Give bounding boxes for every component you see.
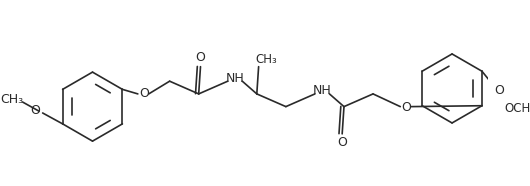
Text: NH: NH <box>226 72 244 85</box>
Text: O: O <box>402 101 412 114</box>
Text: CH₃: CH₃ <box>255 53 277 66</box>
Text: O: O <box>30 104 40 117</box>
Text: NH: NH <box>313 84 332 97</box>
Text: O: O <box>337 137 347 149</box>
Text: O: O <box>494 84 504 97</box>
Text: O: O <box>139 87 149 100</box>
Text: CH₃: CH₃ <box>0 93 23 106</box>
Text: OCH₃: OCH₃ <box>505 102 530 115</box>
Text: O: O <box>196 51 206 64</box>
